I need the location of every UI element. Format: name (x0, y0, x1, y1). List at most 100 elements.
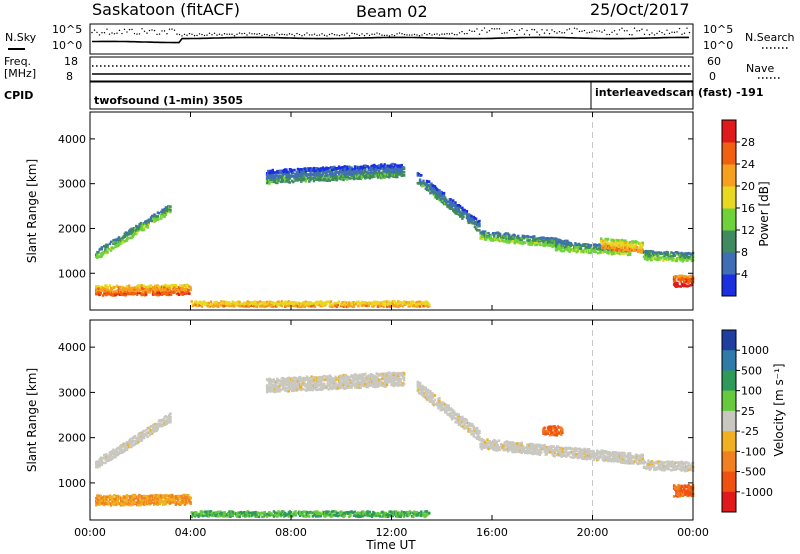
data-cell (367, 166, 370, 169)
data-cell (344, 373, 348, 377)
noise-search-point (608, 33, 611, 36)
data-cell (148, 287, 151, 290)
data-cell (458, 204, 462, 208)
data-cell (287, 385, 290, 388)
data-cell (352, 379, 356, 382)
data-cell (500, 443, 503, 446)
data-cell (295, 377, 298, 380)
data-cell (138, 290, 141, 293)
data-cell (418, 513, 422, 517)
noise-search-point (573, 27, 576, 29)
data-cell (271, 301, 274, 304)
data-cell (236, 512, 239, 516)
data-cell (254, 510, 257, 514)
data-cell (600, 237, 603, 240)
data-cell (292, 171, 295, 175)
noise-search-point (223, 33, 226, 35)
data-cell (328, 305, 332, 308)
data-cell (275, 173, 278, 176)
data-cell (624, 244, 627, 247)
data-cell (670, 251, 673, 254)
noise-search-point (201, 33, 203, 36)
noise-search-point (448, 33, 451, 35)
data-cell (607, 238, 610, 241)
data-cell (118, 288, 122, 292)
data-cell (187, 290, 190, 294)
noise-search-point (318, 34, 321, 36)
data-cell (599, 248, 602, 251)
data-cell (138, 436, 141, 439)
data-cell (124, 447, 128, 450)
data-cell (270, 173, 273, 177)
data-cell (124, 233, 128, 236)
data-cell (369, 375, 373, 379)
data-cell (624, 239, 627, 242)
data-cell (628, 243, 632, 246)
data-cell (259, 300, 262, 303)
data-cell (255, 305, 258, 309)
data-cell (108, 452, 112, 456)
data-cell (309, 167, 312, 170)
data-cell (479, 237, 482, 240)
data-cell (554, 239, 558, 243)
data-cell (442, 191, 446, 195)
data-cell (343, 165, 346, 168)
cpid-mode-2: interleavedscan (fast) -191 (595, 86, 763, 99)
data-cell (207, 515, 210, 518)
data-cell (270, 305, 273, 308)
data-cell (164, 502, 167, 506)
noise-search-point (576, 28, 578, 30)
noise-search-point (398, 32, 401, 34)
data-cell (100, 458, 104, 462)
data-cell (302, 301, 305, 304)
data-cell (137, 440, 140, 444)
data-cell (308, 176, 311, 180)
noise-search-point (263, 33, 266, 36)
data-cell (453, 410, 456, 414)
data-cell (649, 256, 652, 260)
cpid-panel-frame (89, 81, 694, 110)
data-cell (563, 242, 567, 245)
data-cell (148, 495, 151, 498)
data-cell (318, 303, 321, 307)
data-cell (622, 252, 625, 256)
noise-search-point (461, 30, 463, 33)
data-cell (361, 304, 365, 307)
data-cell (378, 167, 382, 171)
data-cell (457, 413, 461, 416)
data-cell (117, 451, 121, 454)
nave-label: Nave (746, 62, 774, 75)
noise-search-point (373, 33, 376, 35)
noise-search-point (546, 29, 548, 31)
data-cell (362, 164, 366, 168)
data-cell (369, 384, 373, 387)
data-cell (341, 301, 344, 304)
data-cell (477, 434, 480, 437)
data-cell (116, 240, 120, 244)
noise-search-point (563, 32, 566, 34)
data-cell (462, 417, 465, 421)
data-cell (399, 378, 402, 381)
noise-search-point (316, 34, 318, 37)
data-cell (329, 380, 333, 384)
data-cell (382, 305, 385, 309)
data-cell (622, 249, 625, 253)
data-cell (399, 515, 402, 519)
noise-search-point (486, 31, 488, 33)
data-cell (570, 248, 574, 251)
freq-tick-top: 18 (64, 55, 78, 68)
data-cell (461, 424, 464, 427)
data-cell (169, 208, 172, 212)
data-cell (162, 284, 165, 288)
data-cell (463, 418, 466, 422)
data-cell (189, 502, 192, 505)
data-cell (362, 384, 366, 388)
data-cell (124, 239, 128, 242)
noise-search-point (406, 34, 408, 36)
colorbar-segment (722, 252, 736, 275)
data-cell (487, 441, 490, 444)
data-cell (156, 215, 160, 218)
data-cell (328, 384, 332, 387)
data-cell (620, 238, 624, 242)
data-cell (109, 249, 113, 252)
